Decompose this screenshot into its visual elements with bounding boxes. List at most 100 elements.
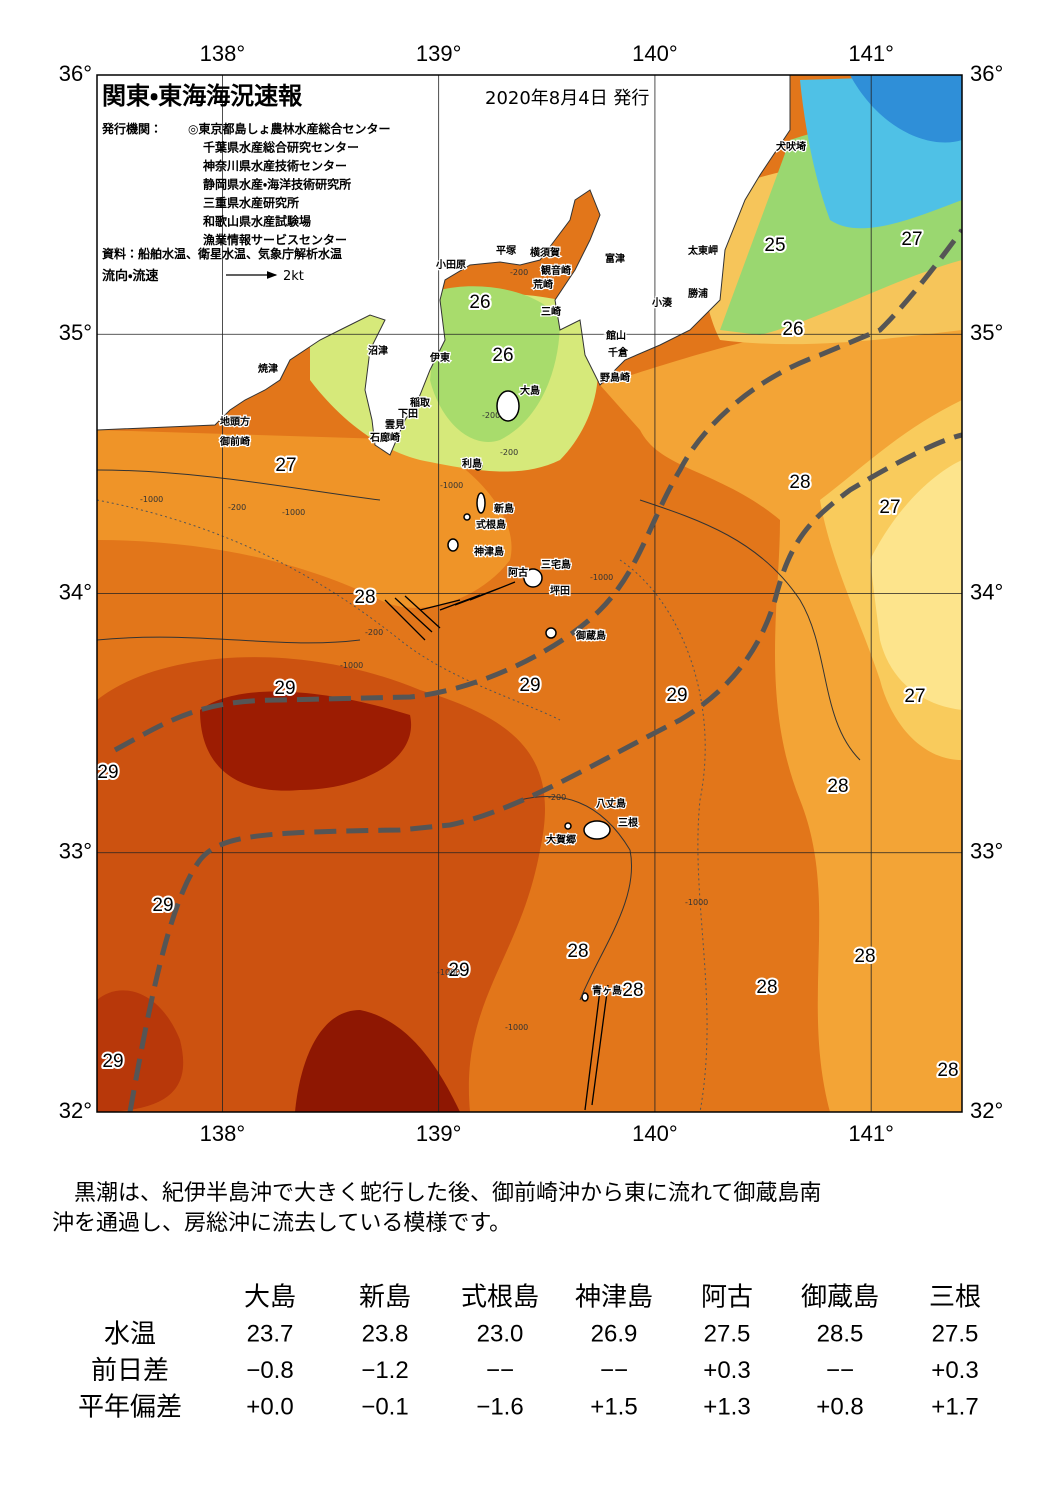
isotherm-label: 28: [937, 1060, 958, 1081]
issuer: 静岡県水産・海洋技術研究所: [203, 177, 351, 192]
issuer: ◎東京都島しょ農林水産総合センター: [188, 121, 390, 136]
warm-zone: [97, 657, 545, 1112]
warm-core: [200, 691, 412, 791]
warm-core: [97, 990, 184, 1112]
place-name: 青ヶ島: [592, 984, 622, 997]
lat-label-left: 32°: [59, 1098, 92, 1123]
isotherm-label: 28: [567, 941, 588, 962]
issue-date: 2020年8月4日 発行: [485, 88, 649, 109]
isotherm-label: 27: [275, 455, 296, 476]
table-cell: +0.3: [931, 1357, 978, 1384]
lat-label-right: 36°: [970, 61, 1003, 86]
isotherm-label: 29: [448, 960, 469, 981]
depth-label: -200: [500, 448, 518, 457]
place-name: 勝浦: [688, 287, 708, 300]
table-cell: +0.0: [246, 1393, 293, 1420]
place-name: 下田: [398, 408, 418, 420]
lon-label-bottom: 140°: [632, 1121, 678, 1146]
place-name: 阿古: [508, 566, 528, 579]
depth-label: -1000: [140, 495, 163, 504]
place-name: 観音崎: [541, 264, 571, 277]
kuroshio-path: [113, 228, 962, 1112]
table-cell: +0.8: [816, 1393, 863, 1420]
issuers: ◎東京都島しょ農林水産総合センター千葉県水産総合研究センター神奈川県水産技術セン…: [188, 121, 390, 247]
land: [97, 75, 791, 456]
place-name: 焼津: [258, 362, 278, 375]
lon-label-top: 140°: [632, 41, 678, 66]
depth-label: -1000: [340, 661, 363, 670]
place-name: 新島: [493, 502, 514, 515]
place-name: 石廊崎: [369, 431, 400, 444]
lat-label-right: 33°: [970, 839, 1003, 864]
map: 25 27 26 26 26 27 28 27 28 29 29 29 27 29 28 29 28 29 28 28…: [97, 75, 962, 1112]
issuer: 漁業情報サービスセンター: [203, 232, 347, 247]
isotherm-label: 26: [492, 345, 513, 366]
place-name: 千倉: [608, 346, 629, 359]
table-cell: −0.8: [246, 1357, 293, 1384]
place-name: 式根島: [476, 518, 506, 531]
lon-label-top: 138°: [200, 41, 246, 66]
isotherm-label: 29: [152, 895, 173, 916]
row-label: 平年偏差: [78, 1393, 182, 1423]
place-name: 坪田: [550, 584, 570, 597]
isotherm-label: 27: [879, 497, 900, 518]
isotherm-label: 29: [519, 675, 540, 696]
contours: [97, 469, 861, 1001]
column-header: 式根島: [461, 1283, 539, 1313]
issuer: 千葉県水産総合研究センター: [203, 140, 359, 155]
place-name: 伊東: [429, 351, 450, 364]
place-name: 館山: [605, 329, 626, 342]
depth-label: -1000: [505, 1023, 528, 1032]
current-arrows: [384, 581, 609, 1111]
depth-label: -1000: [282, 508, 305, 517]
issuers-label: 発行機関：: [101, 121, 162, 136]
depth-label: -200: [482, 411, 500, 420]
map-title: 関東・東海海況速報: [102, 82, 303, 110]
depth-label: -1000: [685, 898, 708, 907]
row-label: 前日差: [91, 1356, 169, 1386]
isotherm-label: 26: [782, 319, 803, 340]
lat-label-right: 34°: [970, 579, 1003, 604]
depth-label: -200: [365, 628, 383, 637]
column-header: 神津島: [575, 1283, 653, 1313]
warm-core: [295, 1010, 460, 1112]
lon-label-bottom: 138°: [200, 1121, 246, 1146]
depth-label: -1000: [440, 481, 463, 490]
isotherm-label: 28: [827, 776, 848, 797]
table-cell: 23.7: [247, 1320, 294, 1347]
place-name: 横須賀: [530, 246, 560, 259]
lon-label-bottom: 141°: [848, 1121, 894, 1146]
place-name: 三根: [618, 816, 639, 829]
lat-label-right: 32°: [970, 1098, 1003, 1123]
column-header: 新島: [359, 1283, 411, 1313]
place-name: 地頭方: [220, 415, 250, 428]
lat-label-right: 35°: [970, 320, 1003, 345]
table-cell: 27.5: [932, 1320, 979, 1347]
map-frame: [96, 74, 963, 1113]
summary-line: 黒潮は、紀伊半島沖で大きく蛇行した後、御前崎沖から東に流れて御蔵島南: [52, 1181, 821, 1206]
depth-label: -200: [548, 793, 566, 802]
cold-zone: [430, 286, 560, 442]
isotherm-label: 29: [102, 1051, 123, 1072]
axes: 138° 138° 139° 139° 140° 140° 141° 141° 36° 36° 35…: [59, 41, 1004, 1146]
column-header: 阿古: [701, 1283, 753, 1313]
isotherm-label: 28: [854, 946, 875, 967]
place-name: 犬吠埼: [776, 140, 806, 153]
isotherm-label: 29: [666, 685, 687, 706]
cool-zone: [870, 460, 962, 710]
summary: 黒潮は、紀伊半島沖で大きく蛇行した後、御前崎沖から東に流れて御蔵島南沖を通過し、…: [52, 1181, 821, 1236]
isotherm-label: 25: [764, 235, 785, 256]
place-name: 富津: [605, 252, 625, 265]
place-name: 八丈島: [596, 797, 626, 810]
isotherm-label: 27: [904, 686, 925, 707]
table-cell: −1.6: [476, 1393, 523, 1420]
lat-label-left: 36°: [59, 61, 92, 86]
place-name: 大賀郷: [546, 833, 576, 846]
current-legend-label: 流向・流速: [102, 268, 158, 284]
place-name: 神津島: [473, 545, 504, 558]
place-name: 雲見: [385, 419, 405, 431]
summary-line: 沖を通過し、房総沖に流去している模様です。: [52, 1211, 511, 1236]
table-cell: 26.9: [591, 1320, 638, 1347]
